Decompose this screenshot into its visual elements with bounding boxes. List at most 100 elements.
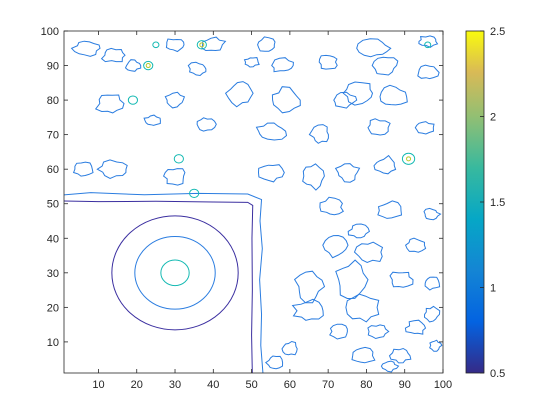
contour-island xyxy=(100,47,126,63)
y-tick-label: 50 xyxy=(47,199,59,211)
contour-island xyxy=(389,271,414,288)
contour-island xyxy=(164,91,186,109)
contour-island xyxy=(429,339,443,352)
y-tick-label: 90 xyxy=(47,61,59,73)
contour-island xyxy=(162,168,186,186)
x-tick-label: 40 xyxy=(207,379,219,391)
plot-frame xyxy=(63,30,444,374)
contour-island xyxy=(353,241,384,264)
contour-island xyxy=(388,347,412,364)
x-tick-label: 10 xyxy=(92,379,104,391)
contour-island-level-1.5 xyxy=(173,154,184,164)
contour-island xyxy=(201,36,227,52)
contour-island xyxy=(423,207,442,221)
contour-island xyxy=(255,122,288,141)
contour-island xyxy=(308,124,329,144)
contour-island xyxy=(417,64,440,80)
y-tick-label: 40 xyxy=(47,233,59,245)
y-tick-label: 80 xyxy=(47,95,59,107)
contour-island xyxy=(96,159,128,179)
contour-island-level-2 xyxy=(199,42,205,48)
contour-island xyxy=(377,200,403,219)
contour-island-level-2 xyxy=(145,63,151,69)
contour-island xyxy=(257,36,276,52)
x-tick-label: 60 xyxy=(284,379,296,391)
contour-island xyxy=(329,323,348,340)
contour-island-level-1.5 xyxy=(401,152,416,165)
colorbar-tick-label: 2.5 xyxy=(490,26,505,38)
y-axis: 10 20 30 40 50 60 70 80 90 100 xyxy=(41,26,443,349)
contour-island xyxy=(165,38,185,53)
contour-island xyxy=(347,223,371,239)
contour-island xyxy=(414,121,435,135)
contour-island xyxy=(318,54,338,70)
contour-island xyxy=(351,346,376,364)
contour-island xyxy=(302,163,325,191)
y-tick-label: 10 xyxy=(47,337,59,349)
contour-island xyxy=(264,355,284,370)
colorbar-axis: 0.5 1 1.5 2 2.5 xyxy=(480,26,505,380)
contour-island xyxy=(124,59,142,72)
contour-island xyxy=(356,38,392,58)
plateau-contour-level-1 xyxy=(64,192,264,373)
contour-island xyxy=(371,56,399,76)
contour-island xyxy=(293,270,326,304)
peak-contour-level-1 xyxy=(134,236,216,310)
contour-island xyxy=(423,305,441,323)
y-tick-label: 30 xyxy=(47,268,59,280)
y-tick-label: 100 xyxy=(41,26,59,38)
plot-area xyxy=(64,31,443,373)
peak-contour-level-0.5 xyxy=(111,215,239,331)
contour-island-level-1.5 xyxy=(424,41,432,49)
contour-island xyxy=(424,276,441,291)
x-tick-label: 100 xyxy=(434,379,452,391)
contour-island xyxy=(187,61,207,77)
x-axis: 10 20 30 40 50 60 70 80 90 100 xyxy=(92,31,452,391)
contour-island xyxy=(271,57,294,73)
contour-island xyxy=(342,81,374,106)
contour-island xyxy=(334,163,361,183)
contour-island xyxy=(367,118,391,136)
contour-lines xyxy=(64,35,443,373)
contour-island xyxy=(243,57,260,68)
contour-island-level-1.5 xyxy=(196,40,207,50)
contour-island xyxy=(345,293,380,323)
contour-island xyxy=(379,84,408,106)
contour-island xyxy=(404,237,427,253)
contour-island-level-1.5 xyxy=(143,60,154,71)
contour-island xyxy=(94,94,125,114)
x-tick-label: 50 xyxy=(245,379,257,391)
y-tick-label: 60 xyxy=(47,164,59,176)
contour-island xyxy=(70,40,101,57)
y-tick-label: 70 xyxy=(47,130,59,142)
contour-island xyxy=(271,86,301,114)
x-tick-label: 70 xyxy=(322,379,334,391)
contour-island xyxy=(418,35,439,48)
colorbar-tick-label: 0.5 xyxy=(490,368,505,380)
x-tick-label: 20 xyxy=(131,379,143,391)
contour-island xyxy=(291,298,324,321)
contour-island xyxy=(333,91,358,109)
contour-island xyxy=(367,324,390,340)
contour-island xyxy=(257,164,285,183)
contour-island-level-1.5 xyxy=(127,95,139,105)
contour-island xyxy=(224,81,254,108)
colorbar-tick-label: 1.5 xyxy=(490,197,505,209)
x-tick-label: 30 xyxy=(169,379,181,391)
contour-island xyxy=(380,360,400,373)
contour-island xyxy=(72,161,94,177)
contour-island-level-1.5 xyxy=(189,188,200,199)
colorbar-tick-label: 1 xyxy=(490,283,496,295)
plateau-contour-level-0.5 xyxy=(64,200,254,373)
contour-island xyxy=(143,114,161,126)
contour-island xyxy=(373,154,397,175)
contour-island xyxy=(319,196,345,216)
contour-island xyxy=(196,117,217,132)
contour-island-level-1.5 xyxy=(152,41,160,49)
x-tick-label: 90 xyxy=(399,379,411,391)
contour-island xyxy=(404,319,427,335)
peak-contour-level-1.5 xyxy=(160,259,190,287)
x-tick-label: 80 xyxy=(360,379,372,391)
colorbar-tick-label: 2 xyxy=(490,112,496,124)
